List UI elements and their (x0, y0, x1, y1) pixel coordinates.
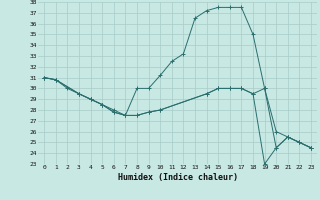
X-axis label: Humidex (Indice chaleur): Humidex (Indice chaleur) (118, 173, 238, 182)
